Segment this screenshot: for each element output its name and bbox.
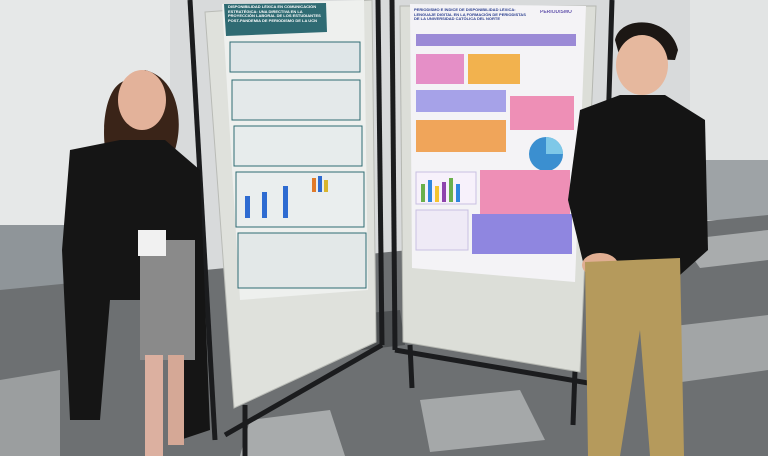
- poster-blocks: [229, 41, 367, 289]
- badge: [138, 230, 166, 256]
- stand: [187, 0, 615, 456]
- poster-section: [510, 96, 574, 130]
- skirt: [140, 240, 195, 360]
- floor-tile: [240, 410, 345, 456]
- poster-section: [416, 54, 464, 84]
- coat: [62, 140, 210, 440]
- poster-section: [416, 34, 576, 46]
- poster-section: [233, 125, 363, 167]
- poster-bar: [245, 196, 250, 218]
- stand-foot: [570, 369, 578, 426]
- poster-bar: [283, 186, 288, 218]
- person-left: [62, 70, 210, 456]
- poster-bar: [428, 180, 432, 202]
- face: [616, 35, 668, 95]
- poster-section: [480, 170, 570, 220]
- poster-header: [224, 3, 327, 36]
- poster-title: DISPONIBILIDAD LÉXICA EN COMUNICACIÓN ES…: [228, 5, 321, 23]
- wall-base: [0, 225, 70, 290]
- floor-tile: [0, 370, 60, 456]
- poster-bar: [324, 180, 328, 192]
- poster-pie-slice: [546, 137, 563, 154]
- stand-leg: [187, 0, 218, 441]
- trousers: [585, 258, 684, 456]
- stand-leg: [389, 0, 398, 351]
- poster-section: [231, 79, 361, 121]
- poster-bar: [262, 192, 267, 218]
- stand-bar: [223, 342, 384, 438]
- poster-bar: [449, 178, 453, 202]
- stand-foot: [407, 344, 415, 389]
- leg: [145, 355, 163, 456]
- poster-blocks: [415, 34, 576, 254]
- poster-bar: [442, 182, 446, 202]
- poster-section: [416, 90, 506, 112]
- floor-tile: [420, 390, 545, 452]
- poster-bar: [318, 176, 322, 192]
- poster-section: [468, 54, 520, 84]
- poster-section: [237, 232, 367, 289]
- leg: [168, 355, 184, 445]
- poster-section: [235, 171, 365, 228]
- poster-bar: [456, 184, 460, 202]
- poster-logo: PERIODISMO: [540, 10, 572, 15]
- poster-bar: [435, 186, 439, 202]
- poster-section: [416, 120, 506, 152]
- poster-bar: [312, 178, 316, 192]
- poster-section: [472, 214, 572, 254]
- poster-title: PERIODISMO E ÍNDICE DE DISPONIBILIDAD LÉ…: [414, 8, 526, 22]
- sweater: [568, 95, 708, 275]
- poster-chart: [415, 209, 469, 251]
- poster-bar: [421, 184, 425, 202]
- stand-bar: [394, 347, 601, 388]
- person-right: [568, 22, 708, 456]
- stand-leg: [375, 0, 385, 346]
- face: [118, 70, 166, 130]
- poster-section: [229, 41, 361, 73]
